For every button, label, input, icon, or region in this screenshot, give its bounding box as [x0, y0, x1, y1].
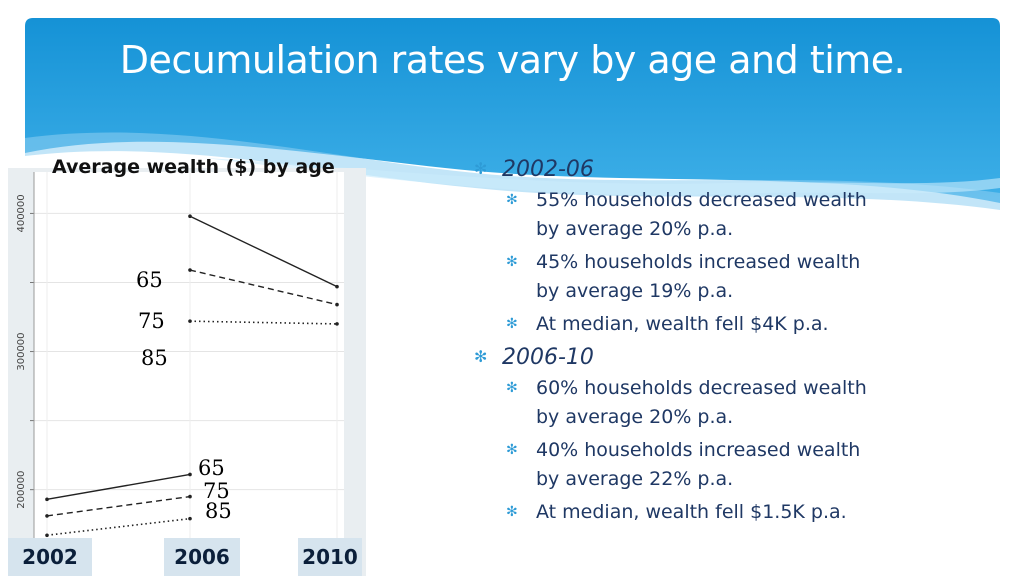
chart-title: Average wealth ($) by age	[52, 156, 335, 178]
data-point-75	[188, 268, 192, 272]
series-label-75-right: 75	[138, 309, 165, 333]
y-axis: 200000 300000 400000	[16, 172, 35, 576]
bullet-list: ✻ 2002-06 ✻ 55% households decreased wealt…	[474, 155, 994, 527]
asterisk-bullet-icon: ✻	[506, 442, 518, 458]
series-line-85	[46, 517, 191, 537]
data-point-75	[188, 494, 192, 499]
series-lines	[45, 214, 339, 538]
plot-area	[34, 172, 344, 576]
slide-title: Decumulation rates vary by age and time.	[119, 38, 906, 82]
data-point-65	[335, 284, 339, 289]
asterisk-bullet-icon: ✻	[506, 380, 518, 396]
asterisk-bullet-icon: ✻	[506, 192, 518, 208]
asterisk-bullet-icon: ✻	[506, 254, 518, 270]
bullet-item: ✻ 55% households decreased wealth by avera…	[474, 186, 994, 244]
bullet-heading-2002-06: ✻ 2002-06	[474, 157, 594, 182]
title-banner	[25, 18, 1000, 210]
asterisk-bullet-icon: ✻	[506, 504, 518, 520]
data-point-65	[188, 472, 192, 477]
bullet-item: ✻ At median, wealth fell $4K p.a.	[474, 310, 994, 339]
bullet-item: ✻ 60% households decreased wealth by avera…	[474, 374, 994, 432]
series-label-85-left: 85	[205, 499, 232, 523]
data-point-65	[45, 497, 49, 502]
series-label-65-left: 65	[198, 456, 225, 480]
series-line-65	[189, 215, 338, 288]
x-tick-2002: 2002	[8, 538, 92, 576]
data-point-85	[188, 516, 192, 521]
x-tick-2006: 2006	[164, 538, 240, 576]
series-label-65-right: 65	[136, 268, 163, 292]
asterisk-bullet-icon: ✻	[506, 316, 518, 332]
series-line-65	[46, 473, 191, 501]
data-point-75	[335, 302, 339, 307]
y-tick-label: 300000	[16, 332, 27, 370]
bullet-item: ✻ 45% households increased wealth by avera…	[474, 248, 994, 306]
bullet-heading-2006-10: ✻ 2006-10	[474, 345, 594, 370]
data-point-65	[188, 214, 192, 218]
data-point-85	[188, 319, 192, 323]
asterisk-bullet-icon: ✻	[474, 159, 488, 178]
series-label-75-left: 75	[203, 479, 230, 503]
data-point-85	[45, 533, 49, 538]
asterisk-bullet-icon: ✻	[474, 347, 488, 366]
bullet-item: ✻ At median, wealth fell $1.5K p.a.	[474, 498, 994, 527]
series-line-75	[46, 495, 191, 517]
data-point-75	[45, 514, 49, 518]
gridlines	[34, 172, 344, 538]
y-tick-label: 200000	[16, 471, 27, 509]
series-line-75	[189, 269, 338, 306]
y-tick-label: 400000	[16, 194, 27, 232]
wealth-line-chart: 200000 300000 400000	[8, 168, 366, 576]
x-tick-2010: 2010	[298, 538, 362, 576]
series-label-85-right: 85	[141, 346, 168, 370]
series-line-85	[189, 320, 338, 325]
data-point-85	[335, 322, 339, 326]
bullet-item: ✻ 40% households increased wealth by avera…	[474, 436, 994, 494]
